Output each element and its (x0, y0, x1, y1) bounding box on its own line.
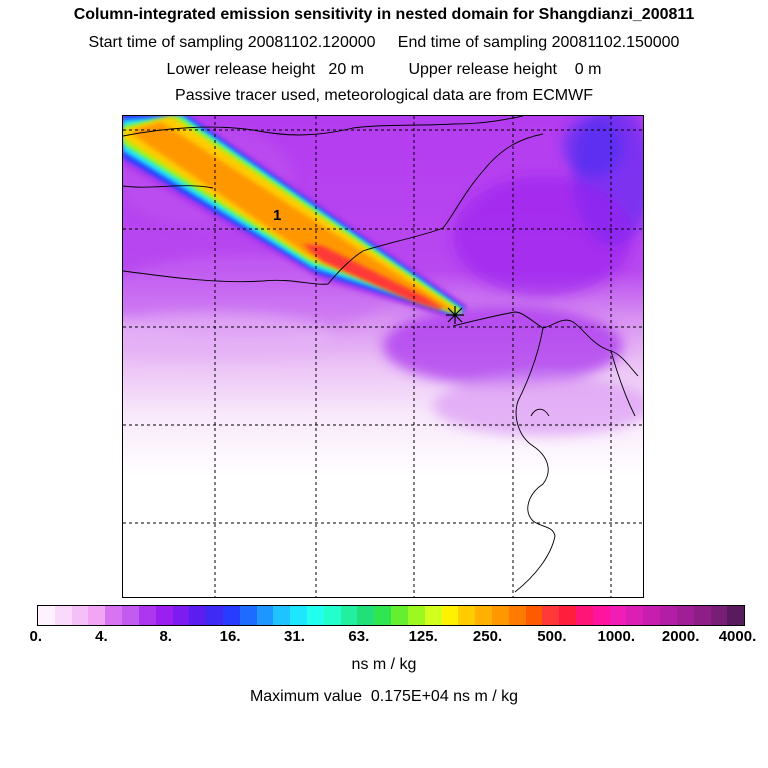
colorbar-segment (542, 606, 560, 625)
colorbar-segment (222, 606, 240, 625)
release-heights: Lower release height 20 m Upper release … (166, 61, 602, 78)
colorbar-segment (643, 606, 661, 625)
colorbar-segment (155, 606, 173, 625)
colorbar-segment (206, 606, 223, 625)
sampling-times: Start time of sampling 20081102.120000 E… (88, 34, 680, 51)
colorbar-segment (727, 606, 745, 625)
colorbar-ticks: 0. 4. 8. 16. 31. 63. 125. 250. 500. 1000… (0, 628, 768, 648)
colorbar-segment (256, 606, 274, 625)
colorbar-segment (407, 606, 425, 625)
plot-title: Column-integrated emission sensitivity i… (73, 6, 695, 23)
colorbar-segment (307, 606, 324, 625)
colorbar-segment (508, 606, 526, 625)
colorbar-segment (559, 606, 576, 625)
coastlines (123, 116, 639, 593)
colorbar-units: ns m / kg (351, 656, 417, 673)
colorbar-segment (491, 606, 509, 625)
colorbar-segment (38, 606, 55, 625)
colorbar-segment (576, 606, 593, 625)
colorbar-segment (138, 606, 156, 625)
colorbar-segment (290, 606, 307, 625)
plume (123, 116, 468, 319)
colorbar-segment (441, 606, 459, 625)
colorbar-segment (189, 606, 207, 625)
colorbar-segment (592, 606, 610, 625)
colorbar (37, 605, 745, 626)
colorbar-segment (609, 606, 627, 625)
colorbar-segment (458, 606, 476, 625)
graticule (123, 116, 643, 597)
colorbar-tick: 0. (29, 628, 43, 645)
colorbar-segment (693, 606, 711, 625)
colorbar-tick: 250. (472, 628, 503, 645)
sensitivity-map: 1 (122, 115, 644, 598)
colorbar-tick: 500. (537, 628, 567, 645)
colorbar-tick: 63. (348, 628, 370, 645)
colorbar-segment (172, 606, 190, 625)
colorbar-segment (357, 606, 375, 625)
colorbar-tick: 1000. (597, 628, 636, 645)
colorbar-segment (88, 606, 106, 625)
colorbar-segment (374, 606, 392, 625)
colorbar-tick: 2000. (661, 628, 700, 645)
colorbar-segment (710, 606, 728, 625)
colorbar-tick: 16. (219, 628, 241, 645)
colorbar-segment (525, 606, 543, 625)
colorbar-segment (660, 606, 677, 625)
colorbar-segment (105, 606, 123, 625)
colorbar-segment (71, 606, 89, 625)
colorbar-segment (54, 606, 72, 625)
colorbar-segment (122, 606, 139, 625)
colorbar-segment (239, 606, 257, 625)
colorbar-segment (340, 606, 358, 625)
colorbar-segment (626, 606, 644, 625)
colorbar-tick: 125. (408, 628, 438, 645)
tracer-note: Passive tracer used, meteorological data… (175, 87, 593, 104)
colorbar-segment (676, 606, 694, 625)
colorbar-tick: 4. (95, 628, 108, 645)
colorbar-tick: 31. (284, 628, 305, 645)
colorbar-segment (424, 606, 442, 625)
colorbar-segment (323, 606, 341, 625)
maximum-value: Maximum value 0.175E+04 ns m / kg (249, 688, 519, 705)
colorbar-segment (475, 606, 492, 625)
colorbar-tick: 8. (159, 628, 172, 645)
colorbar-segment (273, 606, 291, 625)
release-site-marker (446, 306, 464, 324)
contour-label: 1 (273, 207, 281, 224)
colorbar-segment (391, 606, 408, 625)
colorbar-tick: 4000. (718, 628, 757, 645)
